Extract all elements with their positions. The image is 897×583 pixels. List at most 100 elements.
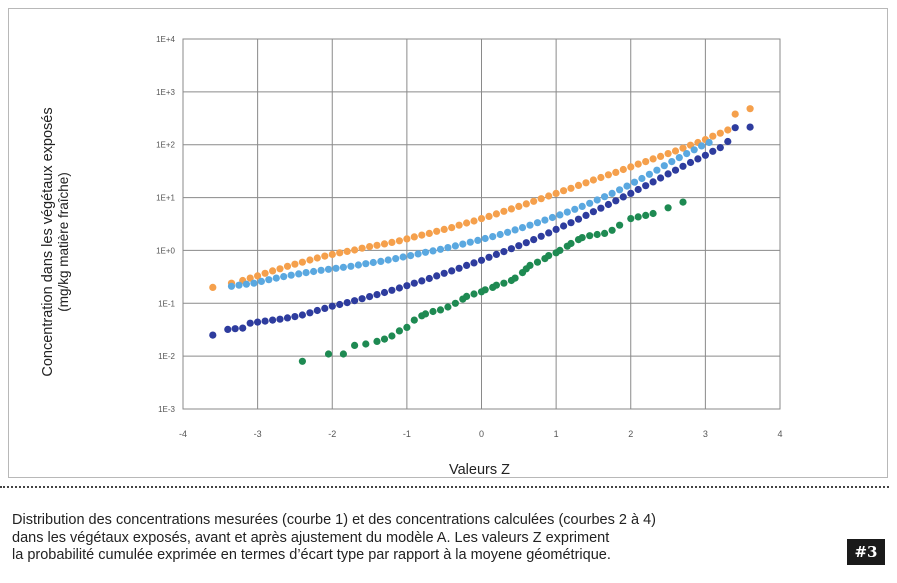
series-1-point bbox=[709, 132, 717, 140]
series-2-point bbox=[339, 263, 347, 271]
series-4-point bbox=[351, 341, 359, 349]
series-3-point bbox=[448, 267, 456, 275]
series-2-point bbox=[362, 260, 370, 268]
series-4-point bbox=[608, 226, 616, 234]
caption-line-2: dans les végétaux exposés, avant et aprè… bbox=[12, 529, 610, 546]
series-2-point bbox=[287, 271, 295, 279]
series-2-point bbox=[586, 199, 594, 207]
series-4-point bbox=[634, 213, 642, 221]
y-tick-label: 1E+4 bbox=[156, 35, 175, 44]
series-1-point bbox=[336, 249, 344, 257]
series-4-point bbox=[373, 337, 381, 345]
series-3-point bbox=[597, 204, 605, 212]
series-3-point bbox=[627, 189, 635, 197]
series-2-point bbox=[608, 189, 616, 197]
series-2-point bbox=[242, 280, 250, 288]
series-2-point bbox=[683, 150, 691, 158]
series-1-point bbox=[679, 144, 687, 152]
series-2-point bbox=[533, 219, 542, 227]
x-axis-label: Valeurs Z bbox=[449, 462, 510, 478]
series-4-point bbox=[627, 215, 635, 223]
series-2-point bbox=[280, 273, 288, 281]
series-3-point bbox=[612, 197, 620, 205]
series-1-point bbox=[492, 210, 500, 218]
series-4-point bbox=[380, 335, 389, 343]
series-1-point bbox=[649, 155, 657, 163]
series-3-point bbox=[731, 124, 739, 132]
series-1-point bbox=[500, 207, 508, 215]
series-1-point bbox=[373, 241, 381, 249]
series-2-point bbox=[601, 193, 609, 201]
series-3-point bbox=[403, 282, 411, 290]
series-1-point bbox=[291, 260, 299, 268]
series-1-point bbox=[418, 231, 426, 239]
x-tick-label: 0 bbox=[479, 429, 484, 439]
x-tick-label: 4 bbox=[777, 429, 782, 439]
series-4-point bbox=[481, 286, 489, 294]
series-3-point bbox=[246, 319, 254, 327]
series-3-point bbox=[313, 306, 321, 315]
series-2-point bbox=[548, 213, 557, 222]
series-3-point bbox=[522, 239, 530, 247]
series-3-point bbox=[209, 331, 217, 339]
series-1-point bbox=[657, 152, 665, 160]
series-4-point bbox=[533, 258, 542, 266]
series-2-point bbox=[459, 240, 467, 248]
series-2-point bbox=[541, 216, 549, 224]
x-tick-label: 2 bbox=[628, 429, 633, 439]
series-1-point bbox=[209, 283, 217, 291]
series-2-point bbox=[653, 166, 661, 174]
series-2-point bbox=[630, 178, 639, 186]
series-1-point bbox=[664, 150, 672, 158]
series-1-point bbox=[254, 272, 262, 280]
y-tick-label: 1E-3 bbox=[158, 405, 175, 414]
series-3-point bbox=[515, 242, 523, 250]
series-3-point bbox=[336, 300, 344, 309]
series-3-point bbox=[254, 318, 262, 326]
series-3-point bbox=[671, 166, 680, 174]
series-4-point bbox=[388, 332, 396, 340]
caption-line-3: la probabilité cumulée exprimée en terme… bbox=[12, 547, 611, 563]
series-1-point bbox=[425, 229, 433, 237]
series-4-point bbox=[649, 209, 657, 218]
series-3-point bbox=[366, 293, 374, 301]
series-3-point bbox=[560, 222, 568, 230]
series-2-point bbox=[414, 250, 422, 258]
series-1-point bbox=[343, 247, 351, 255]
series-1-point bbox=[321, 252, 329, 260]
series-1-point bbox=[522, 200, 530, 208]
series-1-point bbox=[433, 227, 441, 235]
y-tick-label: 1E-2 bbox=[158, 352, 175, 361]
series-2-point bbox=[354, 261, 362, 269]
series-1-point bbox=[477, 215, 486, 223]
series-3-point bbox=[642, 182, 650, 190]
series-3-point bbox=[321, 304, 329, 312]
series-3-point bbox=[328, 302, 336, 310]
series-1-point bbox=[671, 147, 680, 155]
y-axis-label-line1: Concentration dans les végétaux exposés bbox=[40, 106, 56, 377]
series-3-point bbox=[291, 313, 299, 321]
series-1-point bbox=[463, 219, 471, 227]
series-3-point bbox=[224, 325, 232, 333]
series-1-point bbox=[470, 217, 478, 225]
series-1-point bbox=[627, 163, 635, 171]
y-tick-label: 1E+0 bbox=[156, 246, 175, 255]
series-1-point bbox=[530, 197, 538, 205]
series-3-point bbox=[530, 236, 538, 244]
series-4-point bbox=[567, 239, 575, 248]
series-1-point bbox=[746, 105, 754, 113]
series-1-point bbox=[589, 176, 598, 184]
series-3-point bbox=[388, 286, 396, 294]
series-2-point bbox=[489, 233, 497, 241]
series-1-point bbox=[448, 224, 456, 232]
x-tick-label: -2 bbox=[328, 429, 336, 439]
series-4-point bbox=[470, 290, 478, 298]
series-4-point bbox=[324, 350, 333, 358]
series-2-point bbox=[444, 244, 452, 252]
figure-number-badge: #3 bbox=[847, 539, 885, 565]
series-4-point bbox=[526, 261, 534, 269]
series-2-point bbox=[302, 269, 310, 277]
series-2-point bbox=[616, 186, 624, 194]
series-4-point bbox=[545, 252, 553, 260]
series-2-point bbox=[638, 174, 646, 183]
